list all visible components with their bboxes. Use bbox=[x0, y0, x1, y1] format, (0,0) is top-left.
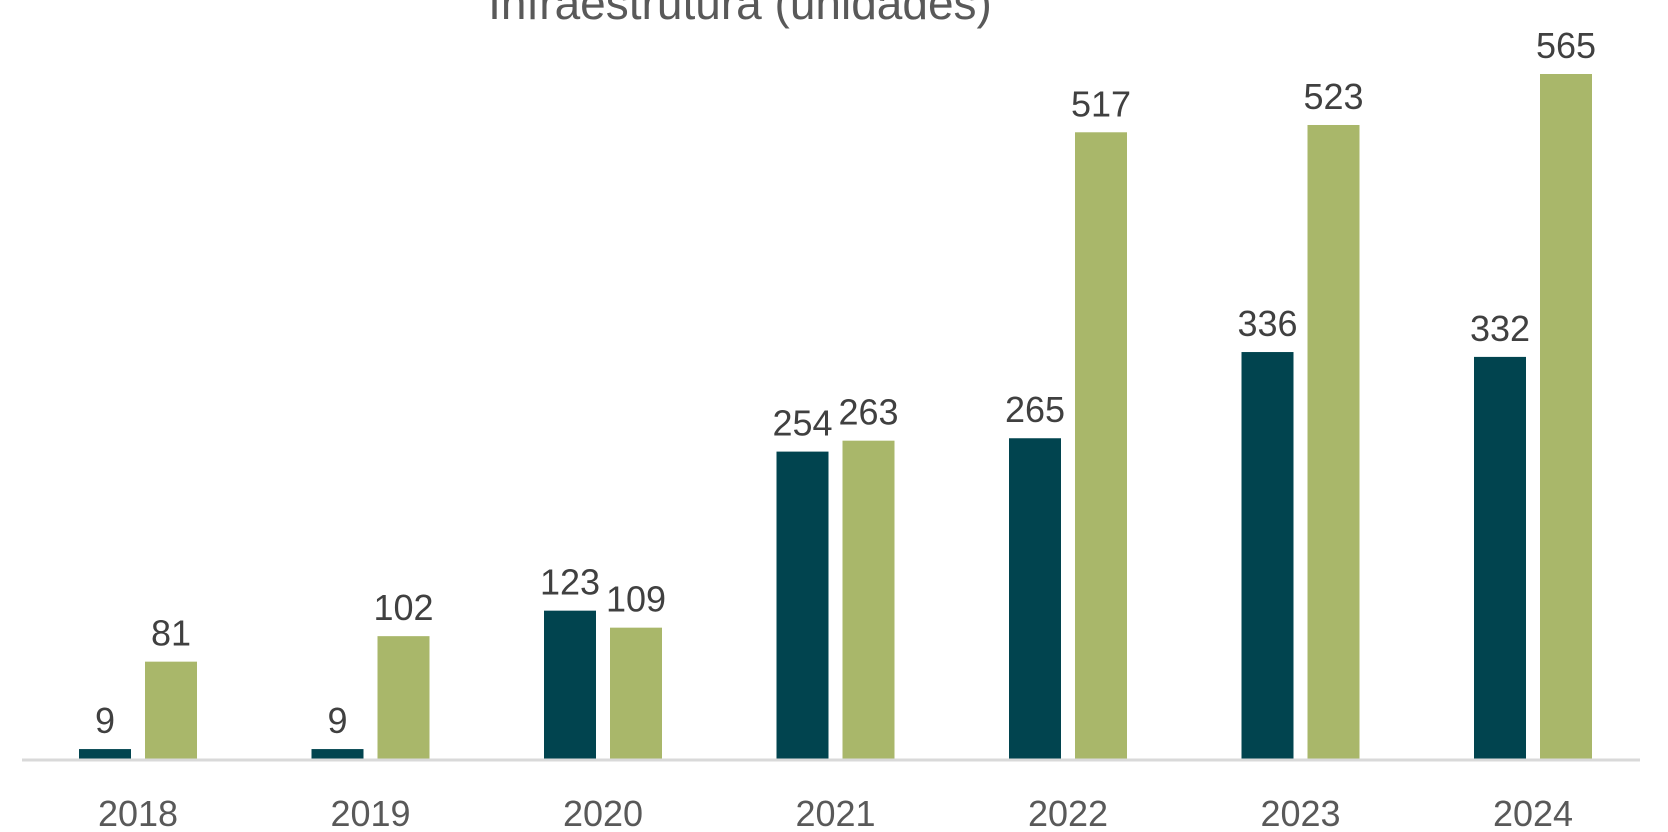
bar-2020-series-1 bbox=[544, 610, 596, 760]
bar-2018-series-2 bbox=[145, 661, 197, 760]
labels-layer: 9 81 9 102 123 109 254 263 265 517 336 523 332 565 bbox=[95, 25, 1596, 741]
data-label-2023-series-1: 336 bbox=[1237, 303, 1297, 344]
bar-2023-series-1 bbox=[1241, 352, 1294, 760]
data-label-2021-series-2: 263 bbox=[838, 392, 898, 433]
x-tick-label-2020: 2020 bbox=[563, 793, 643, 832]
data-label-2019-series-1: 9 bbox=[327, 700, 347, 741]
x-tick-label-2021: 2021 bbox=[795, 793, 875, 832]
bar-2022-series-1 bbox=[1009, 438, 1061, 760]
data-label-2024-series-1: 332 bbox=[1470, 308, 1530, 349]
bar-2021-series-1 bbox=[776, 451, 829, 760]
x-tick-label-2022: 2022 bbox=[1028, 793, 1108, 832]
data-label-2020-series-2: 109 bbox=[606, 579, 666, 620]
bar-2018-series-1 bbox=[79, 749, 131, 760]
data-label-2020-series-1: 123 bbox=[540, 562, 600, 603]
bar-2019-series-1 bbox=[311, 749, 364, 760]
bar-2022-series-2 bbox=[1075, 132, 1127, 760]
bar-2021-series-2 bbox=[842, 440, 895, 760]
data-label-2021-series-1: 254 bbox=[772, 403, 832, 444]
x-tick-label-2023: 2023 bbox=[1260, 793, 1340, 832]
bar-2020-series-2 bbox=[610, 627, 662, 760]
x-tick-label-2024: 2024 bbox=[1493, 793, 1573, 832]
data-label-2023-series-2: 523 bbox=[1303, 76, 1363, 117]
data-label-2018-series-1: 9 bbox=[95, 700, 115, 741]
bars-layer bbox=[79, 74, 1592, 760]
chart-title: Infraestrutura (unidades) bbox=[488, 0, 992, 29]
data-label-2024-series-2: 565 bbox=[1536, 25, 1596, 66]
x-axis-ticks: 2018 2019 2020 2021 2022 2023 2024 bbox=[98, 793, 1573, 832]
data-label-2018-series-2: 81 bbox=[151, 613, 191, 654]
bar-2024-series-1 bbox=[1474, 356, 1526, 760]
bar-2019-series-2 bbox=[377, 636, 430, 760]
bar-2023-series-2 bbox=[1307, 124, 1360, 760]
x-tick-label-2019: 2019 bbox=[330, 793, 410, 832]
data-label-2022-series-1: 265 bbox=[1005, 389, 1065, 430]
x-tick-label-2018: 2018 bbox=[98, 793, 178, 832]
data-label-2022-series-2: 517 bbox=[1071, 83, 1131, 124]
data-label-2019-series-2: 102 bbox=[373, 587, 433, 628]
bar-2024-series-2 bbox=[1540, 74, 1592, 760]
